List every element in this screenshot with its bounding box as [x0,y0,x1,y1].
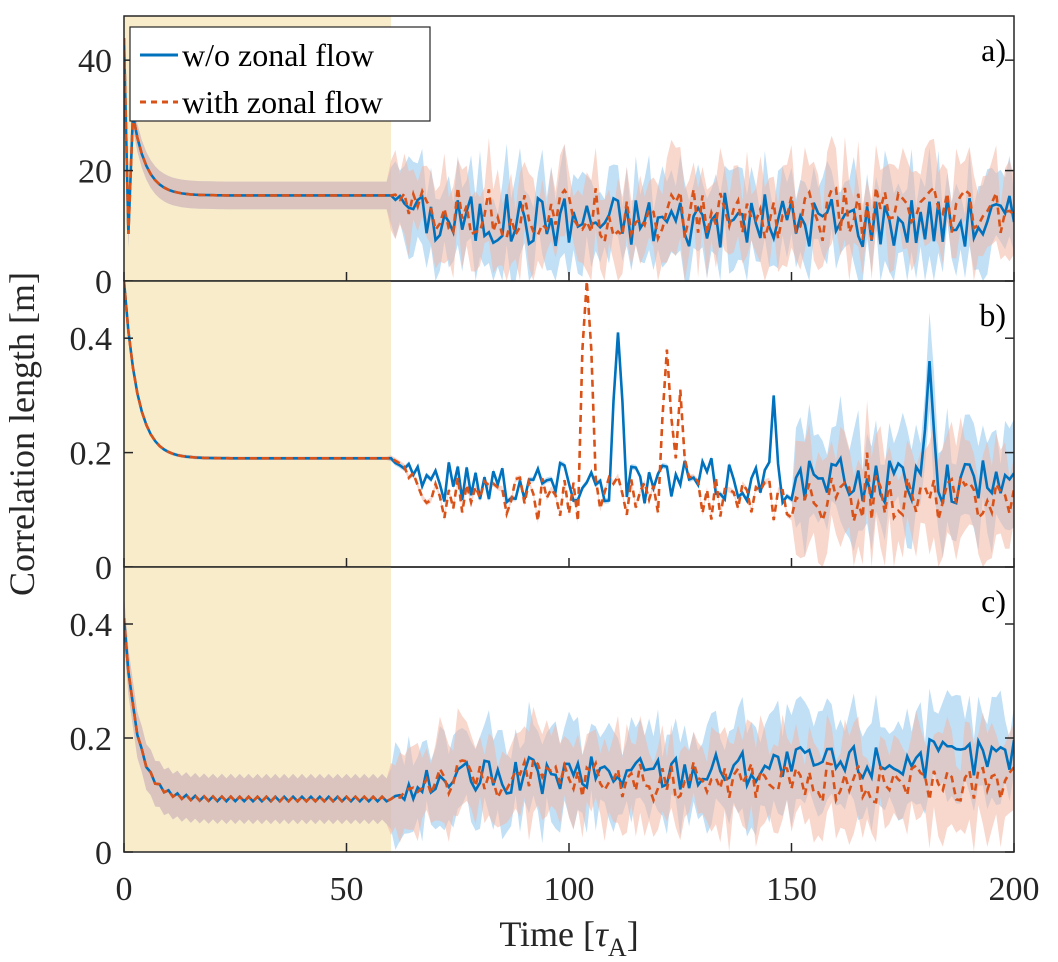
legend-box [129,26,431,122]
panel-2-tag: c) [981,583,1006,619]
panel-1-ytick-label: 0 [95,550,112,587]
panel-1-tag: b) [979,297,1006,333]
xtick-label: 150 [766,871,817,908]
legend-label-wo-zonal: w/o zonal flow [182,37,374,73]
xtick-label: 0 [116,871,133,908]
panel-0-ytick-label: 20 [78,154,112,191]
panel-0-band-with-zonal [124,24,1014,281]
xtick-label: 50 [330,871,364,908]
panel-0-ytick-label: 0 [95,264,112,301]
legend-label-with-zonal: with zonal flow [182,84,383,120]
panel-0-tag: a) [981,32,1006,68]
panel-2-line-with-zonal [124,618,1014,807]
panel-1-ytick-label: 0.2 [70,436,113,473]
legend: w/o zonal flow with zonal flow [129,26,431,122]
panel-0-line-with-zonal [124,38,1014,246]
x-axis-title-text: Time [ [499,914,595,954]
xtick-label: 100 [544,871,595,908]
panel-1-plot [124,281,1014,567]
x-axis-title: Time [τA] [499,914,638,962]
panel-1-shaded-region [124,281,391,567]
panel-0-ytick-label: 40 [78,43,112,80]
panel-2-ytick-label: 0.4 [70,607,113,644]
panel-2-ytick-label: 0.2 [70,721,113,758]
panel-2-ytick-label: 0 [95,835,112,872]
panel-1-line-with-zonal [124,281,1014,525]
x-axis-title-close: ] [627,914,639,954]
panel-2-plot [124,567,1014,852]
xtick-label: 200 [989,871,1040,908]
y-axis-title: Correlation length [m] [2,272,42,596]
x-axis-tau-symbol: τ [595,914,609,954]
panel-1-ytick-label: 0.4 [70,321,113,358]
x-axis-subscript: A [608,933,627,962]
